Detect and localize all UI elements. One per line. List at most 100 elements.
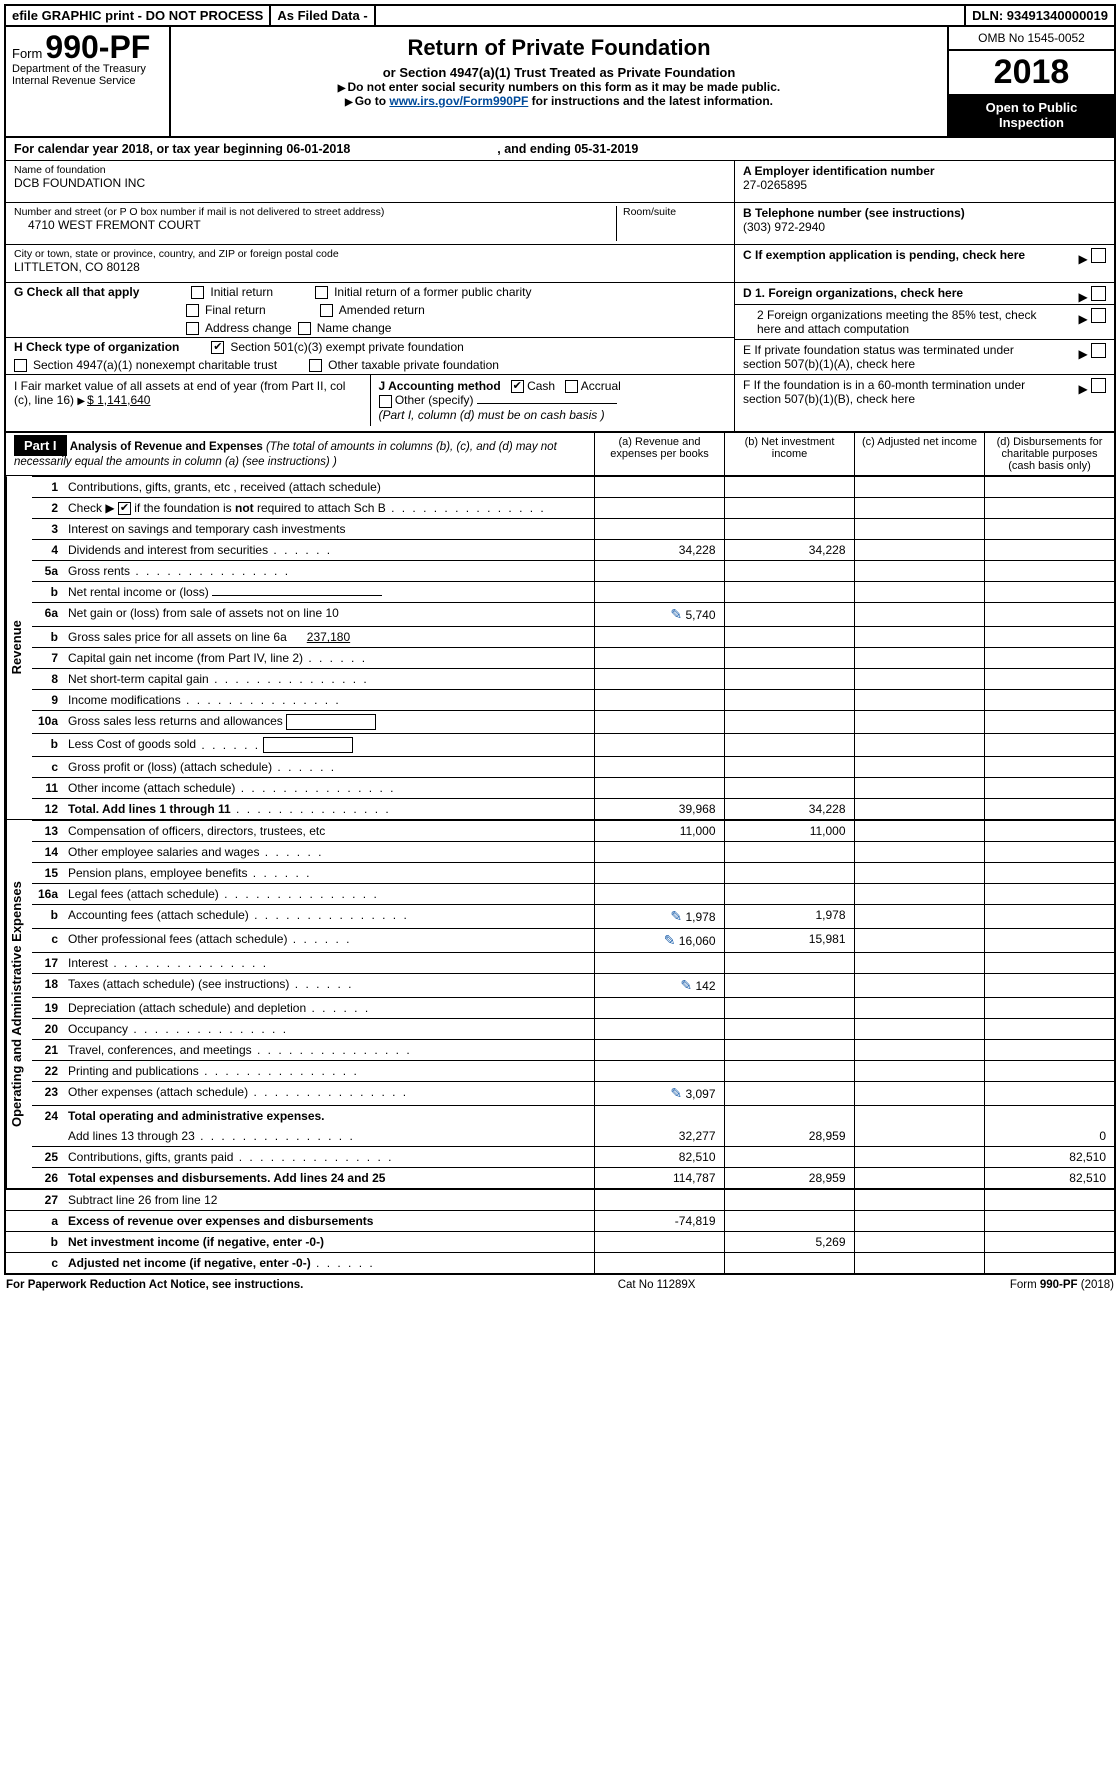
row-5b: bNet rental income or (loss) [32, 582, 1114, 603]
ck-final[interactable] [186, 304, 199, 317]
row-2: 2Check ▶ ✔ if the foundation is not requ… [32, 498, 1114, 519]
ck-c[interactable] [1091, 248, 1106, 263]
g-label: G Check all that apply [14, 285, 139, 299]
page-footer: For Paperwork Reduction Act Notice, see … [4, 1275, 1116, 1295]
phone-label: B Telephone number (see instructions) [743, 206, 965, 220]
form-header: Form 990-PF Department of the Treasury I… [6, 27, 1114, 138]
ein-label: A Employer identification number [743, 164, 935, 178]
header-right: OMB No 1545-0052 2018 Open to Public Ins… [949, 27, 1114, 136]
ck-f[interactable] [1091, 378, 1106, 393]
opt-other-tax: Other taxable private foundation [328, 358, 499, 372]
d2-cell: 2 Foreign organizations meeting the 85% … [735, 305, 1114, 340]
row-27a: aExcess of revenue over expenses and dis… [6, 1211, 1114, 1232]
d2-label: 2 Foreign organizations meeting the 85% … [743, 308, 1043, 336]
row-25: 25Contributions, gifts, grants paid82,51… [32, 1147, 1114, 1168]
e-cell: E If private foundation status was termi… [735, 340, 1114, 375]
row-5a: 5aGross rents [32, 561, 1114, 582]
h-label: H Check type of organization [14, 340, 179, 354]
expenses-section: Operating and Administrative Expenses 13… [6, 819, 1114, 1188]
row-21: 21Travel, conferences, and meetings [32, 1040, 1114, 1061]
part1-header: Part I Analysis of Revenue and Expenses … [6, 431, 1114, 476]
footer-mid: Cat No 11289X [618, 1279, 696, 1291]
fy-end: 05-31-2019 [574, 142, 638, 156]
foundation-name: DCB FOUNDATION INC [14, 176, 726, 190]
row-18: 18Taxes (attach schedule) (see instructi… [32, 974, 1114, 998]
attach-icon[interactable]: ✎ [664, 932, 676, 948]
footer-left: For Paperwork Reduction Act Notice, see … [6, 1279, 303, 1291]
phone-cell: B Telephone number (see instructions) (3… [735, 203, 1114, 245]
opt-amended: Amended return [339, 303, 425, 317]
f-label: F If the foundation is in a 60-month ter… [743, 378, 1043, 406]
row-10a: 10aGross sales less returns and allowanc… [32, 711, 1114, 734]
ck-other-tax[interactable] [309, 359, 322, 372]
row-27c: cAdjusted net income (if negative, enter… [6, 1253, 1114, 1274]
efile-notice: efile GRAPHIC print - DO NOT PROCESS [6, 6, 271, 25]
row-9: 9Income modifications [32, 690, 1114, 711]
ck-4947[interactable] [14, 359, 27, 372]
d1-label: D 1. Foreign organizations, check here [743, 286, 963, 300]
ck-other-acct[interactable] [379, 395, 392, 408]
opt-other-acct: Other (specify) [395, 393, 474, 407]
addr-label: Number and street (or P O box number if … [14, 206, 616, 218]
attach-icon[interactable]: ✎ [670, 1085, 682, 1101]
ck-501c3[interactable]: ✔ [211, 341, 224, 354]
ein-cell: A Employer identification number 27-0265… [735, 161, 1114, 203]
attach-icon[interactable]: ✎ [670, 606, 682, 622]
revenue-section: Revenue 1Contributions, gifts, grants, e… [6, 476, 1114, 819]
row-6a: 6aNet gain or (loss) from sale of assets… [32, 603, 1114, 627]
i-label: I Fair market value of all assets at end… [14, 379, 345, 407]
ck-initial-former[interactable] [315, 286, 328, 299]
ein-value: 27-0265895 [743, 178, 807, 192]
part1-label: Part I [14, 435, 67, 456]
row-27: 27Subtract line 26 from line 12 [6, 1190, 1114, 1211]
opt-4947: Section 4947(a)(1) nonexempt charitable … [33, 358, 277, 372]
ck-address[interactable] [186, 322, 199, 335]
row-23: 23Other expenses (attach schedule)✎ 3,09… [32, 1082, 1114, 1106]
name-cell: Name of foundation DCB FOUNDATION INC [6, 161, 734, 203]
j-note: (Part I, column (d) must be on cash basi… [379, 408, 605, 422]
row-12: 12Total. Add lines 1 through 1139,96834,… [32, 799, 1114, 820]
city-label: City or town, state or province, country… [14, 248, 726, 260]
ck-e[interactable] [1091, 343, 1106, 358]
col-a-header: (a) Revenue and expenses per books [594, 433, 724, 475]
ck-d1[interactable] [1091, 286, 1106, 301]
dept: Department of the Treasury [12, 63, 146, 75]
ck-initial[interactable] [191, 286, 204, 299]
col-c-header: (c) Adjusted net income [854, 433, 984, 475]
ck-amended[interactable] [320, 304, 333, 317]
col-b-header: (b) Net investment income [724, 433, 854, 475]
j-label: J Accounting method [379, 379, 501, 393]
ck-cash[interactable]: ✔ [511, 380, 524, 393]
row-16c: cOther professional fees (attach schedul… [32, 929, 1114, 953]
section-g: G Check all that apply Initial return In… [6, 283, 734, 338]
d1-cell: D 1. Foreign organizations, check here ▶ [735, 283, 1114, 305]
attach-icon[interactable]: ✎ [680, 977, 692, 993]
c-label: C If exemption application is pending, c… [743, 248, 1025, 262]
fy-row: For calendar year 2018, or tax year begi… [6, 138, 1114, 161]
street-address: 4710 WEST FREMONT COURT [14, 218, 616, 232]
ck-accrual[interactable] [565, 380, 578, 393]
form-title: Return of Private Foundation [179, 35, 939, 61]
line27-section: 27Subtract line 26 from line 12 aExcess … [6, 1188, 1114, 1273]
section-ij: I Fair market value of all assets at end… [6, 375, 734, 426]
irs-link[interactable]: www.irs.gov/Form990PF [389, 94, 528, 108]
opt-501c3: Section 501(c)(3) exempt private foundat… [230, 340, 463, 354]
topbar-spacer [376, 6, 966, 25]
opt-initial: Initial return [210, 285, 273, 299]
open-inspection: Open to Public Inspection [949, 94, 1114, 136]
form-990pf: efile GRAPHIC print - DO NOT PROCESS As … [4, 4, 1116, 1275]
fy-pre: For calendar year 2018, or tax year begi… [14, 142, 286, 156]
revenue-table: 1Contributions, gifts, grants, etc , rec… [32, 476, 1114, 819]
expenses-table: 13Compensation of officers, directors, t… [32, 820, 1114, 1188]
asfiled: As Filed Data - [271, 6, 375, 25]
attach-icon[interactable]: ✎ [670, 908, 682, 924]
row-15: 15Pension plans, employee benefits [32, 863, 1114, 884]
row-19: 19Depreciation (attach schedule) and dep… [32, 998, 1114, 1019]
e-label: E If private foundation status was termi… [743, 343, 1043, 371]
ck-d2[interactable] [1091, 308, 1106, 323]
row-24b: Add lines 13 through 2332,27728,9590 [32, 1126, 1114, 1147]
header-left: Form 990-PF Department of the Treasury I… [6, 27, 171, 136]
row-24: 24Total operating and administrative exp… [32, 1106, 1114, 1127]
ck-namechg[interactable] [298, 322, 311, 335]
line27-table: 27Subtract line 26 from line 12 aExcess … [6, 1190, 1114, 1273]
